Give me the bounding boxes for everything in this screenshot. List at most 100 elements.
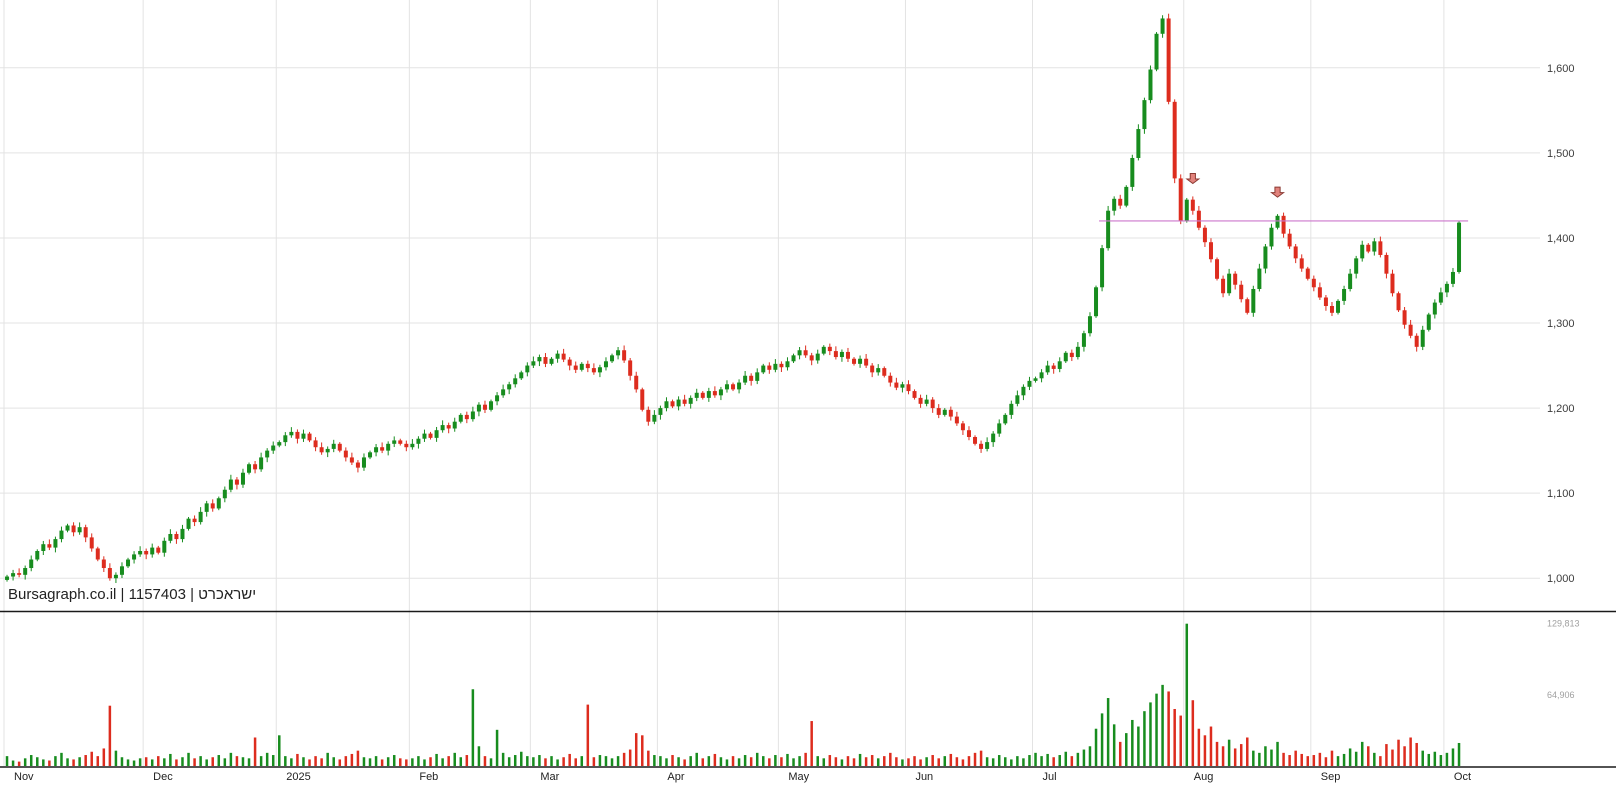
candle — [1281, 215, 1286, 234]
volume-bar — [743, 755, 747, 766]
volume-bar — [1276, 741, 1279, 766]
candle — [561, 353, 566, 360]
candle — [331, 443, 336, 449]
volume-bar — [163, 758, 166, 766]
price-tick-label: 1,600 — [1547, 63, 1575, 75]
candle — [1045, 365, 1050, 373]
candle — [809, 355, 814, 361]
price-tick-label: 1,200 — [1547, 403, 1575, 415]
volume-bar — [1076, 752, 1080, 766]
candle — [555, 353, 560, 359]
candle — [428, 433, 433, 438]
candle — [954, 416, 959, 424]
candle — [676, 399, 681, 407]
volume-bar — [1088, 746, 1092, 766]
month-label: Nov — [14, 771, 34, 783]
candle — [567, 359, 572, 366]
candle — [1208, 242, 1213, 260]
candle — [386, 443, 391, 451]
volume-bar — [1070, 756, 1074, 766]
candle — [23, 568, 28, 575]
volume-bar — [513, 755, 517, 766]
candle — [888, 375, 893, 383]
volume-bar — [628, 749, 632, 766]
volume-bar — [1209, 726, 1213, 766]
volume-bar — [792, 758, 795, 766]
volume-bar — [1385, 744, 1388, 766]
volume-bar — [17, 761, 21, 766]
candle — [17, 573, 22, 575]
candle — [210, 503, 215, 509]
volume-bar — [344, 756, 348, 766]
volume-bar — [641, 735, 644, 766]
candle — [1202, 227, 1207, 243]
volume-bar — [1246, 737, 1249, 766]
candle — [1057, 361, 1062, 369]
candle — [71, 525, 76, 533]
volume-bar — [1439, 755, 1443, 766]
volume-bar — [386, 757, 390, 766]
candle — [852, 358, 857, 364]
volume-bar — [653, 755, 656, 766]
candle — [410, 443, 415, 448]
candle — [101, 559, 106, 569]
volume-bar — [1197, 728, 1201, 766]
candle — [253, 464, 258, 470]
volume-bar — [1391, 749, 1394, 766]
candle — [95, 548, 100, 560]
volume-bar — [1203, 735, 1207, 766]
volume-bar — [356, 750, 360, 766]
candle — [906, 384, 911, 392]
candle — [858, 358, 863, 364]
candle — [936, 408, 941, 415]
volume-bar — [42, 759, 45, 766]
candle — [361, 457, 366, 468]
candle — [1227, 273, 1232, 294]
candle — [283, 435, 288, 443]
volume-bar — [749, 757, 753, 766]
candle — [815, 353, 820, 361]
candle — [973, 437, 978, 444]
candle — [1420, 329, 1425, 347]
candle — [1148, 69, 1153, 101]
candle — [646, 409, 651, 422]
volume-bar — [423, 759, 426, 766]
volume-bar — [1167, 691, 1170, 766]
candle — [1154, 33, 1159, 70]
volume-bar — [1367, 746, 1370, 766]
candle — [616, 350, 621, 356]
candle — [585, 363, 590, 369]
candle — [664, 401, 669, 409]
volume-bar — [108, 705, 112, 766]
candle — [1100, 248, 1105, 288]
candle — [1366, 244, 1371, 252]
volume-bar — [1112, 724, 1116, 766]
candle — [1408, 324, 1413, 336]
volume-bar — [1173, 708, 1176, 766]
candle — [1354, 258, 1359, 274]
volume-bar — [786, 753, 789, 766]
month-label: Sep — [1321, 771, 1341, 783]
volume-bar — [187, 752, 190, 766]
volume-bar — [1421, 750, 1424, 766]
candle — [1444, 283, 1449, 293]
candle — [1432, 302, 1437, 315]
volume-bar — [477, 746, 481, 766]
month-label: Aug — [1194, 771, 1214, 783]
volume-bar — [701, 758, 705, 766]
month-label: 2025 — [286, 771, 310, 783]
candle — [1130, 157, 1135, 187]
volume-tick-label: 64,906 — [1547, 690, 1575, 700]
volume-bar — [459, 757, 463, 766]
volume-bar — [870, 755, 874, 766]
volume-bar — [102, 748, 106, 766]
volume-bar — [810, 721, 813, 766]
candle — [1257, 268, 1262, 289]
candle — [1015, 395, 1020, 404]
volume-bar — [562, 757, 565, 766]
candle — [89, 537, 94, 549]
candle — [422, 433, 427, 439]
volume-bar — [507, 757, 511, 766]
